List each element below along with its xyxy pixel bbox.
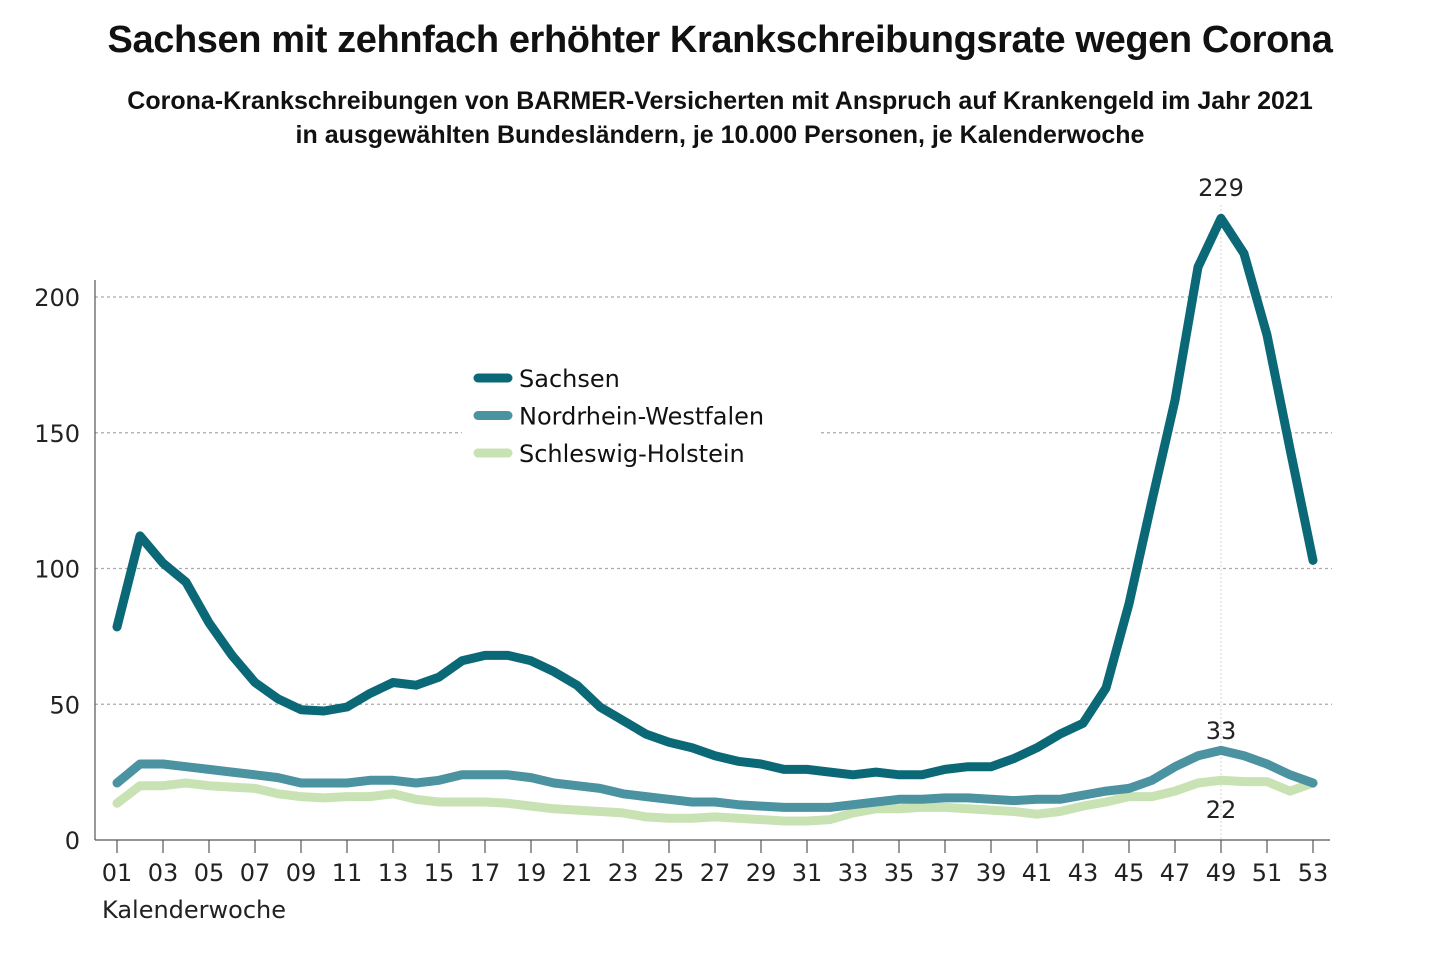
x-tick-label: 15 <box>424 859 455 887</box>
x-tick-label: 45 <box>1114 859 1145 887</box>
data-label: 33 <box>1206 717 1237 745</box>
x-tick-label: 39 <box>976 859 1007 887</box>
y-tick-label: 150 <box>34 420 80 448</box>
legend-label: Schleswig-Holstein <box>519 440 745 468</box>
legend-label: Nordrhein-Westfalen <box>519 403 764 431</box>
x-tick-label: 37 <box>930 859 961 887</box>
series-line-nordrhein-westfalen <box>112 745 1318 812</box>
x-tick-label: 07 <box>240 859 271 887</box>
legend-label: Sachsen <box>519 365 620 393</box>
subtitle-line-1: Corona-Krankschreibungen von BARMER-Vers… <box>127 87 1313 115</box>
data-label: 22 <box>1206 796 1237 824</box>
x-tick-label: 35 <box>884 859 915 887</box>
x-axis-label: Kalenderwoche <box>102 896 286 924</box>
x-tick-label: 27 <box>700 859 731 887</box>
x-tick-label: 41 <box>1022 859 1053 887</box>
x-tick-label: 21 <box>562 859 593 887</box>
x-tick-label: 33 <box>838 859 869 887</box>
x-tick-label: 47 <box>1160 859 1191 887</box>
chart-subtitle: Corona-Krankschreibungen von BARMER-Vers… <box>0 84 1440 152</box>
subtitle-line-2: in ausgewählten Bundesländern, je 10.000… <box>295 121 1145 149</box>
x-tick-label: 25 <box>654 859 685 887</box>
legend: Sachsen Nordrhein-Westfalen Schleswig-Hols… <box>462 355 820 475</box>
x-tick-label: 13 <box>378 859 409 887</box>
x-tick-label: 43 <box>1068 859 1099 887</box>
x-tick-label: 09 <box>286 859 317 887</box>
axes: 0 50 100 150 200 01 03 05 07 09 11 13 15 17 19 21 23 25 27… <box>34 280 1330 924</box>
x-tick-label: 51 <box>1252 859 1283 887</box>
x-tick-label: 19 <box>516 859 547 887</box>
y-tick-label: 0 <box>65 827 80 855</box>
series-lines <box>112 213 1318 826</box>
legend-background <box>462 355 820 475</box>
x-tick-label: 29 <box>746 859 777 887</box>
y-tick-label: 100 <box>34 556 80 584</box>
chart-title: Sachsen mit zehnfach erhöhter Krankschre… <box>107 19 1333 61</box>
x-tick-label: 17 <box>470 859 501 887</box>
annotations: 229 33 22 <box>1198 174 1244 824</box>
y-tick-label: 50 <box>49 691 80 719</box>
y-tick-label: 200 <box>34 284 80 312</box>
series-line-sachsen <box>112 213 1318 780</box>
x-tick-label: 31 <box>792 859 823 887</box>
x-tick-label: 23 <box>608 859 639 887</box>
x-tick-label: 49 <box>1206 859 1237 887</box>
series-line-schleswig-holstein <box>112 775 1318 826</box>
x-tick-label: 11 <box>332 859 363 887</box>
x-tick-label: 53 <box>1298 859 1329 887</box>
x-tick-label: 03 <box>148 859 179 887</box>
x-tick-label: 05 <box>194 859 225 887</box>
data-label: 229 <box>1198 174 1244 202</box>
x-tick-label: 01 <box>102 859 133 887</box>
